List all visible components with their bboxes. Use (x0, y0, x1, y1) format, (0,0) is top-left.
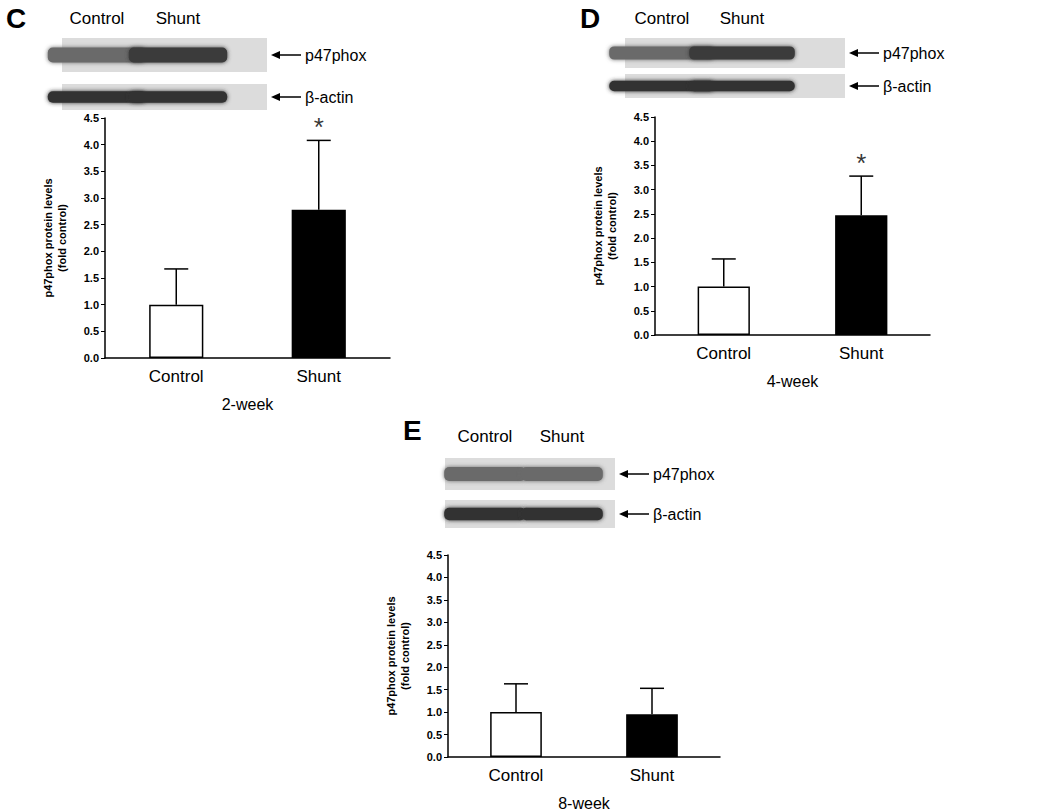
svg-text:p47phox protein levels: p47phox protein levels (385, 596, 397, 715)
svg-text:C: C (6, 3, 26, 34)
svg-text:1.5: 1.5 (634, 256, 649, 268)
svg-text:β-actin: β-actin (653, 506, 701, 523)
svg-text:Shunt: Shunt (156, 9, 201, 28)
svg-text:*: * (314, 112, 324, 142)
svg-text:Shunt: Shunt (540, 427, 585, 446)
svg-text:(fold control): (fold control) (399, 622, 411, 690)
svg-text:3.5: 3.5 (84, 165, 99, 177)
svg-text:1.5: 1.5 (427, 684, 442, 696)
svg-text:0.0: 0.0 (84, 352, 99, 364)
svg-text:0.5: 0.5 (634, 305, 649, 317)
svg-text:D: D (580, 3, 600, 34)
svg-text:4.5: 4.5 (634, 111, 649, 123)
svg-text:4.0: 4.0 (427, 571, 442, 583)
svg-text:0.0: 0.0 (427, 751, 442, 763)
svg-text:Control: Control (489, 766, 544, 785)
svg-text:0.5: 0.5 (427, 729, 442, 741)
svg-text:2.5: 2.5 (427, 639, 442, 651)
svg-text:p47phox: p47phox (883, 45, 944, 62)
svg-text:(fold control): (fold control) (606, 192, 618, 260)
svg-text:2.0: 2.0 (427, 661, 442, 673)
svg-text:1.0: 1.0 (427, 706, 442, 718)
svg-text:β-actin: β-actin (883, 78, 931, 95)
svg-text:p47phox: p47phox (305, 47, 366, 64)
svg-text:Control: Control (635, 9, 690, 28)
svg-text:Shunt: Shunt (630, 766, 675, 785)
svg-text:1.0: 1.0 (84, 299, 99, 311)
svg-text:Shunt: Shunt (839, 344, 884, 363)
svg-text:0.0: 0.0 (634, 329, 649, 341)
svg-text:4-week: 4-week (767, 373, 820, 390)
svg-text:E: E (403, 415, 422, 446)
svg-text:4.5: 4.5 (427, 549, 442, 561)
svg-text:p47phox protein levels: p47phox protein levels (42, 178, 54, 297)
svg-text:4.0: 4.0 (634, 135, 649, 147)
svg-text:Shunt: Shunt (720, 9, 765, 28)
svg-text:Shunt: Shunt (297, 367, 342, 386)
svg-text:p47phox protein levels: p47phox protein levels (592, 166, 604, 285)
svg-text:Control: Control (70, 9, 125, 28)
svg-text:3.0: 3.0 (84, 192, 99, 204)
svg-text:3.0: 3.0 (427, 616, 442, 628)
svg-text:2.0: 2.0 (634, 232, 649, 244)
svg-text:1.0: 1.0 (634, 281, 649, 293)
svg-text:3.5: 3.5 (427, 594, 442, 606)
svg-text:3.0: 3.0 (634, 184, 649, 196)
svg-text:1.5: 1.5 (84, 272, 99, 284)
svg-text:p47phox: p47phox (653, 466, 714, 483)
svg-text:*: * (856, 148, 866, 178)
svg-text:Control: Control (458, 427, 513, 446)
svg-text:0.5: 0.5 (84, 325, 99, 337)
svg-text:Control: Control (696, 344, 751, 363)
svg-text:(fold control): (fold control) (56, 204, 68, 272)
svg-text:2.5: 2.5 (84, 219, 99, 231)
svg-text:β-actin: β-actin (305, 89, 353, 106)
svg-text:2.0: 2.0 (84, 245, 99, 257)
svg-text:3.5: 3.5 (634, 159, 649, 171)
svg-text:Control: Control (149, 367, 204, 386)
svg-text:2-week: 2-week (222, 396, 275, 413)
svg-text:4.5: 4.5 (84, 112, 99, 124)
svg-text:4.0: 4.0 (84, 139, 99, 151)
svg-text:8-week: 8-week (558, 795, 611, 812)
svg-text:2.5: 2.5 (634, 208, 649, 220)
